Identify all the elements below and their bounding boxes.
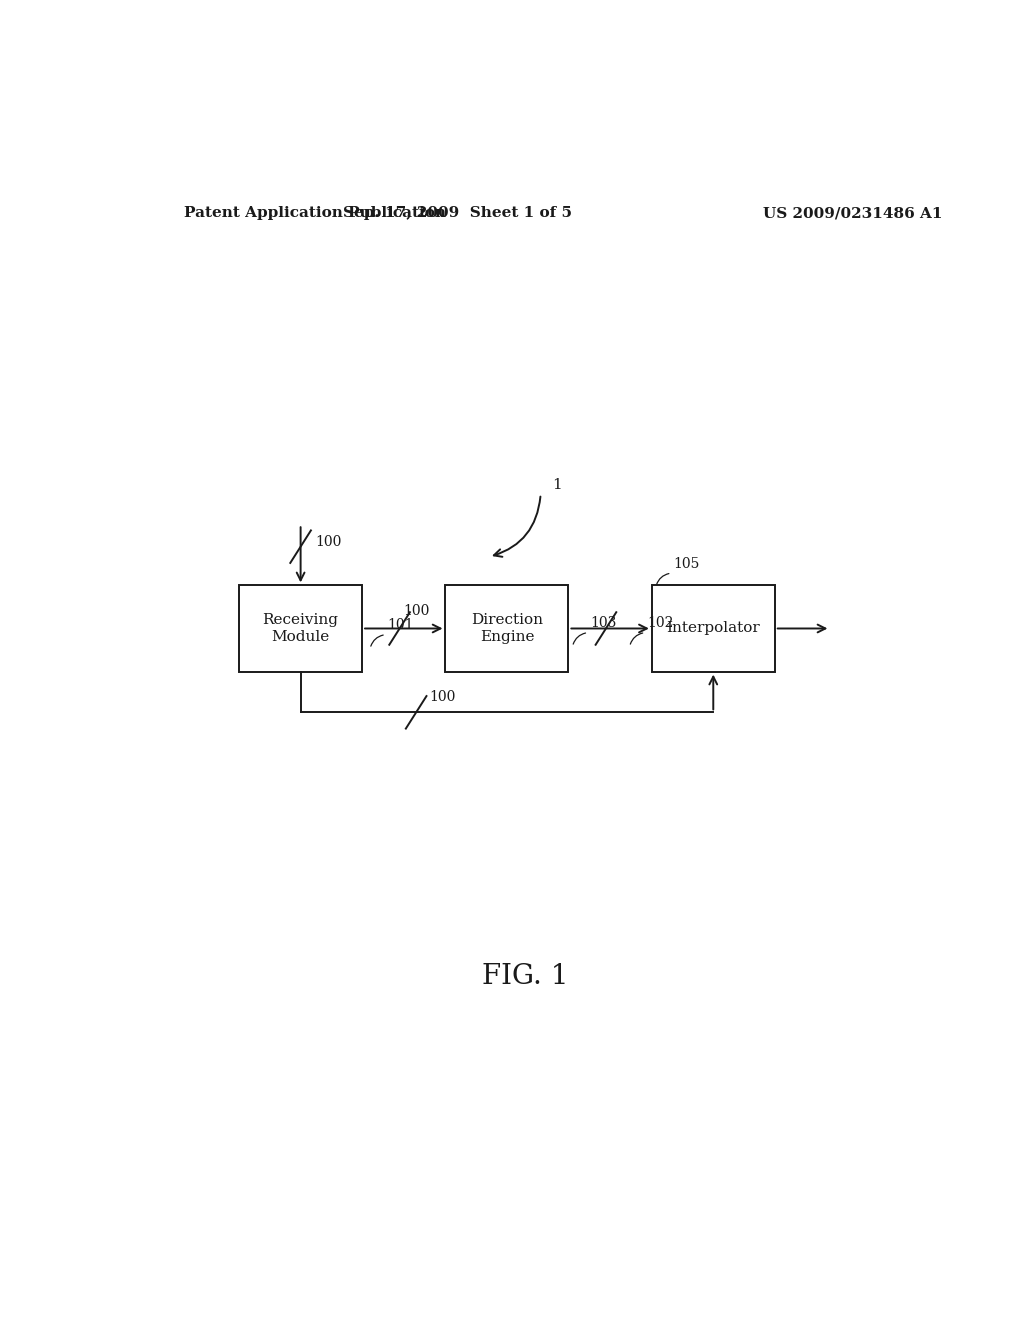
Text: 105: 105 [673, 557, 699, 572]
Text: US 2009/0231486 A1: US 2009/0231486 A1 [763, 206, 942, 220]
Text: 103: 103 [590, 615, 616, 630]
Text: Receiving
Module: Receiving Module [262, 614, 339, 644]
Text: 101: 101 [387, 618, 414, 631]
Text: 100: 100 [429, 690, 456, 704]
Text: 100: 100 [403, 605, 430, 618]
Text: Interpolator: Interpolator [667, 622, 760, 635]
Text: FIG. 1: FIG. 1 [481, 964, 568, 990]
Text: Patent Application Publication: Patent Application Publication [183, 206, 445, 220]
Bar [652, 585, 775, 672]
Text: Direction
Engine: Direction Engine [471, 614, 543, 644]
Bar [445, 585, 568, 672]
Text: 1: 1 [553, 478, 562, 492]
Text: 100: 100 [315, 535, 341, 549]
Text: Sep. 17, 2009  Sheet 1 of 5: Sep. 17, 2009 Sheet 1 of 5 [343, 206, 571, 220]
Text: 102: 102 [647, 615, 674, 630]
Bar [240, 585, 362, 672]
